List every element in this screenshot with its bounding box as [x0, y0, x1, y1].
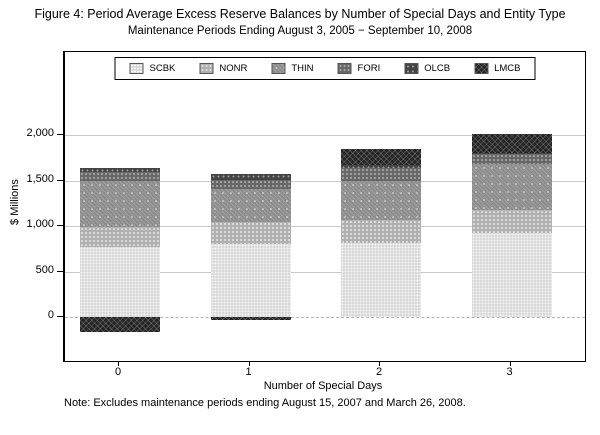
- bar-segment-olcb-cat1: [210, 173, 291, 181]
- bar-segment-scbk-cat3: [471, 233, 552, 317]
- bar-segment-scbk-cat1: [210, 244, 291, 317]
- figure-subtitle: Maintenance Periods Ending August 3, 200…: [127, 25, 473, 37]
- x-tick-mark: [248, 362, 250, 366]
- y-tick-label: 500: [35, 263, 54, 276]
- legend: SCBK NONR THIN FORI OLCB LMCB: [114, 57, 536, 80]
- bar-segment-nonr-cat0: [80, 227, 160, 248]
- legend-item-lmcb: LMCB: [474, 63, 521, 74]
- x-tick-mark: [379, 362, 380, 366]
- gridline: [65, 180, 585, 182]
- legend-swatch-nonr: [199, 63, 214, 74]
- gridline: [65, 135, 585, 137]
- legend-label-nonr: NONR: [219, 63, 248, 74]
- legend-label-lmcb: LMCB: [494, 63, 521, 74]
- figure-title: Figure 4: Period Average Excess Reserve …: [34, 7, 566, 21]
- bar-segment-lmcb-cat1: [210, 317, 291, 320]
- gridline: [65, 226, 585, 228]
- legend-swatch-olcb: [404, 63, 419, 74]
- legend-item-thin: THIN: [271, 63, 314, 74]
- y-tick-label: 0: [47, 309, 54, 321]
- legend-item-nonr: NONR: [199, 63, 247, 74]
- bar-segment-lmcb-cat0: [80, 317, 160, 333]
- bar-segment-lmcb-cat3: [471, 133, 552, 153]
- bar-segment-fori-cat2: [341, 167, 421, 182]
- bar-segment-fori-cat1: [210, 180, 291, 189]
- legend-item-scbk: SCBK: [129, 63, 175, 74]
- legend-label-fori: FORI: [357, 63, 381, 74]
- bar-segment-fori-cat0: [80, 171, 160, 181]
- bar-segment-nonr-cat2: [341, 219, 421, 243]
- legend-item-fori: FORI: [337, 63, 381, 74]
- y-tick-mark: [57, 270, 63, 272]
- y-tick-mark: [57, 225, 63, 227]
- bar-segment-thin-cat0: [80, 180, 160, 228]
- bar-segment-nonr-cat3: [471, 209, 552, 234]
- y-axis-label: $ Millions: [9, 179, 21, 225]
- legend-swatch-lmcb: [474, 63, 489, 74]
- bar-segment-thin-cat3: [471, 164, 552, 210]
- bar-segment-thin-cat1: [210, 188, 291, 222]
- y-tick-label: 1,000: [26, 218, 54, 231]
- x-tick-label: 1: [245, 366, 252, 378]
- y-tick-mark: [57, 316, 63, 317]
- bar-segment-fori-cat3: [471, 154, 552, 165]
- y-tick-mark: [57, 179, 63, 181]
- legend-swatch-scbk: [129, 63, 144, 74]
- bar-segment-olcb-cat0: [80, 168, 160, 172]
- bar-segment-thin-cat2: [341, 181, 421, 220]
- x-axis-label: Number of Special Days: [263, 380, 383, 392]
- x-tick-mark: [118, 362, 119, 366]
- gridline: [65, 271, 585, 273]
- bar-segment-scbk-cat0: [80, 247, 160, 317]
- bar-segment-olcb-cat3: [471, 152, 552, 155]
- x-tick-label: 3: [506, 366, 513, 378]
- legend-swatch-thin: [271, 63, 286, 74]
- figure-note: Note: Excludes maintenance periods endin…: [64, 397, 466, 409]
- zero-gridline: [65, 317, 585, 318]
- y-tick-label: 1,500: [26, 172, 54, 185]
- x-tick-mark: [509, 362, 511, 366]
- bar-segment-scbk-cat2: [341, 242, 421, 317]
- y-tick-mark: [57, 134, 63, 136]
- legend-swatch-fori: [337, 63, 352, 74]
- plot-area: SCBK NONR THIN FORI OLCB LMCB: [63, 51, 586, 362]
- x-tick-label: 2: [375, 366, 383, 378]
- legend-item-olcb: OLCB: [404, 63, 450, 74]
- x-tick-label: 0: [114, 366, 122, 378]
- bar-segment-nonr-cat1: [210, 221, 291, 245]
- y-tick-label: 2,000: [26, 127, 54, 140]
- bar-segment-lmcb-cat2: [341, 149, 421, 166]
- legend-label-scbk: SCBK: [149, 63, 176, 74]
- bar-segment-olcb-cat2: [341, 165, 421, 168]
- legend-label-olcb: OLCB: [424, 63, 451, 74]
- legend-label-thin: THIN: [291, 63, 314, 74]
